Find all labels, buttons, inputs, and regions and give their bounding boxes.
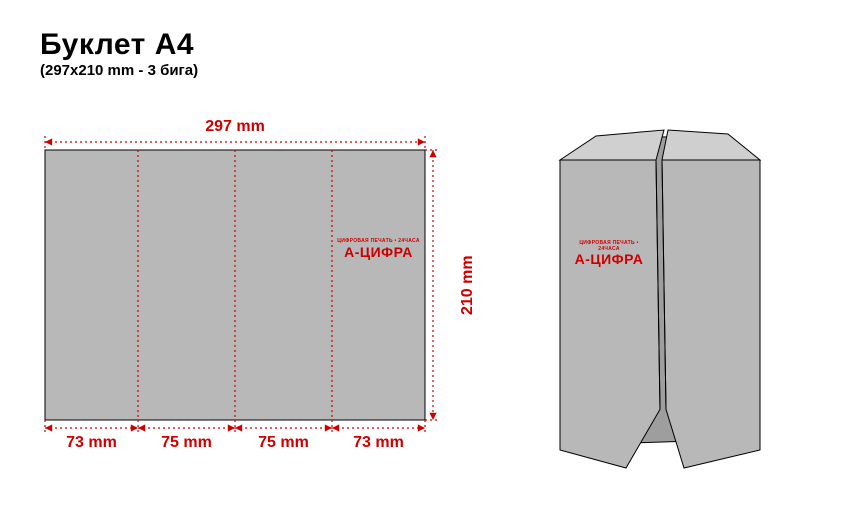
logo-line2: А-ЦИФРА: [568, 252, 650, 267]
dim-width-label: 297 mm: [45, 118, 425, 136]
logo-line2: А-ЦИФРА: [336, 245, 421, 260]
flat-sheet: [45, 150, 425, 420]
dim-panel4-label: 73 mm: [332, 434, 425, 452]
brand-logo-flat: ЦИФРОВАЯ ПЕЧАТЬ • 24ЧАСА А-ЦИФРА: [336, 239, 421, 260]
dim-panel2-label: 75 mm: [138, 434, 235, 452]
folded-booklet: [560, 130, 760, 468]
dim-panel3-label: 75 mm: [235, 434, 332, 452]
dim-height-label: 210 mm: [459, 255, 477, 315]
dim-panel1-label: 73 mm: [45, 434, 138, 452]
brand-logo-3d: ЦИФРОВАЯ ПЕЧАТЬ • 24ЧАСА А-ЦИФРА: [568, 241, 650, 267]
